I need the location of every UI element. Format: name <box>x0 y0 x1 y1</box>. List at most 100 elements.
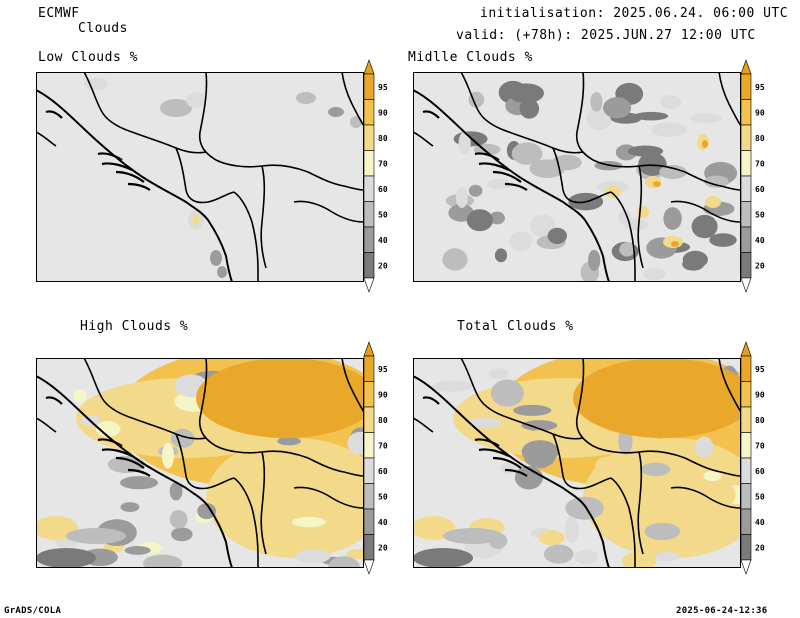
cloud-patch <box>413 548 473 568</box>
colorbar-tick-label: 20 <box>378 261 388 270</box>
init-time: initialisation: 2025.06.24. 06:00 UTC <box>480 6 789 21</box>
colorbar-tick-label: 50 <box>378 492 388 501</box>
footer-timestamp: 2025-06-24-12:36 <box>676 606 768 616</box>
cloud-patch <box>619 242 636 257</box>
cloud-patch <box>538 530 565 546</box>
cloud-patch <box>443 528 503 544</box>
cloud-patch <box>643 267 666 281</box>
colorbar-tick-label: 60 <box>755 467 765 476</box>
country-border <box>260 451 267 555</box>
colorbar-tick-label: 90 <box>755 108 765 117</box>
island <box>474 438 500 447</box>
country-border <box>307 457 364 477</box>
colorbar-tick-label: 40 <box>755 518 765 527</box>
cloud-patch <box>171 527 193 542</box>
country-border <box>175 433 235 490</box>
country-border <box>198 358 309 459</box>
country-border <box>460 72 584 154</box>
island <box>492 170 522 183</box>
cloud-patch <box>291 516 326 528</box>
cloud-patch <box>695 436 714 458</box>
map-svg <box>36 358 364 568</box>
colorbar-tick-label: 60 <box>755 185 765 194</box>
country-border <box>575 358 686 459</box>
cloud-patch <box>511 142 543 165</box>
cloud-patch <box>705 196 721 208</box>
cloud-patch <box>523 446 556 468</box>
colorbar-tick-label: 90 <box>378 108 388 117</box>
cloud-patch <box>466 417 502 429</box>
cloud-patch <box>95 421 121 437</box>
high-clouds-map <box>36 358 364 568</box>
country-border <box>610 191 636 282</box>
colorbar-svg: 95 90 80 70 60 50 40 20 <box>363 341 388 575</box>
cloud-patch <box>691 214 718 239</box>
cloud-patch <box>603 97 632 119</box>
cloud-patch <box>36 548 96 568</box>
island <box>504 182 528 191</box>
coastline <box>36 89 233 282</box>
cloud-patch <box>660 94 682 110</box>
cloud-patch <box>702 140 708 148</box>
country-border <box>233 191 259 282</box>
cloud-patch <box>161 442 174 469</box>
cloud-patch <box>654 551 680 562</box>
colorbar-tick-label: 50 <box>755 210 765 219</box>
cloud-patch <box>490 379 524 407</box>
cloud-patch <box>458 131 471 156</box>
cloud-patch <box>565 496 604 520</box>
footer-credit: GrADS/COLA <box>4 606 62 616</box>
island <box>45 110 63 119</box>
colorbar-tick-label: 40 <box>755 236 765 245</box>
colorbar-middle: 95 90 80 70 60 50 40 20 <box>740 59 781 318</box>
coastline <box>36 375 233 568</box>
cloud-patch <box>651 122 688 137</box>
cloud-patch <box>186 92 206 108</box>
cloud-patch <box>328 107 344 117</box>
colorbar-low: 95 90 80 70 60 50 40 20 <box>363 59 404 318</box>
country-border <box>552 433 612 490</box>
cloud-patch <box>682 250 708 269</box>
colorbar-tick-label: 80 <box>378 416 388 425</box>
country-border <box>341 72 364 127</box>
cloud-patch <box>210 250 222 266</box>
island <box>115 456 145 469</box>
colorbar-high: 95 90 80 70 60 50 40 20 <box>363 341 404 600</box>
cloud-patch <box>120 502 140 512</box>
country-border <box>552 147 612 204</box>
island <box>422 396 440 405</box>
cloud-patch <box>346 548 364 560</box>
country-border <box>718 358 741 413</box>
colorbar-tick-label: 80 <box>755 134 765 143</box>
cloud-patch <box>468 91 485 108</box>
cloud-patch <box>119 476 159 490</box>
cloud-patch <box>583 438 741 558</box>
cloud-patch <box>638 152 667 176</box>
colorbar-tick-label: 50 <box>378 210 388 219</box>
island <box>492 456 522 469</box>
map-svg <box>413 358 741 568</box>
cloud-patch <box>66 528 126 544</box>
colorbar-tick-label: 90 <box>378 390 388 399</box>
cloud-patch <box>432 380 473 392</box>
cloud-patch <box>169 482 183 501</box>
colorbar-tick-label: 90 <box>755 390 765 399</box>
country-border <box>175 147 235 204</box>
cloud-patch <box>107 455 145 474</box>
map-svg <box>413 72 741 282</box>
cloud-patch <box>671 241 679 247</box>
cloud-patch <box>489 211 505 225</box>
cloud-patch <box>573 358 741 438</box>
cloud-patch <box>347 431 364 455</box>
cloud-patch <box>588 249 601 272</box>
country-border <box>307 171 364 191</box>
cloud-patch <box>709 233 737 247</box>
low-clouds-map <box>36 72 364 282</box>
cloud-patch <box>574 549 598 565</box>
country-border <box>684 171 741 191</box>
country-border <box>36 417 57 433</box>
cloud-patch <box>192 215 200 225</box>
cloud-patch <box>509 231 533 251</box>
colorbar-svg: 95 90 80 70 60 50 40 20 <box>363 59 388 293</box>
country-border <box>413 131 434 147</box>
